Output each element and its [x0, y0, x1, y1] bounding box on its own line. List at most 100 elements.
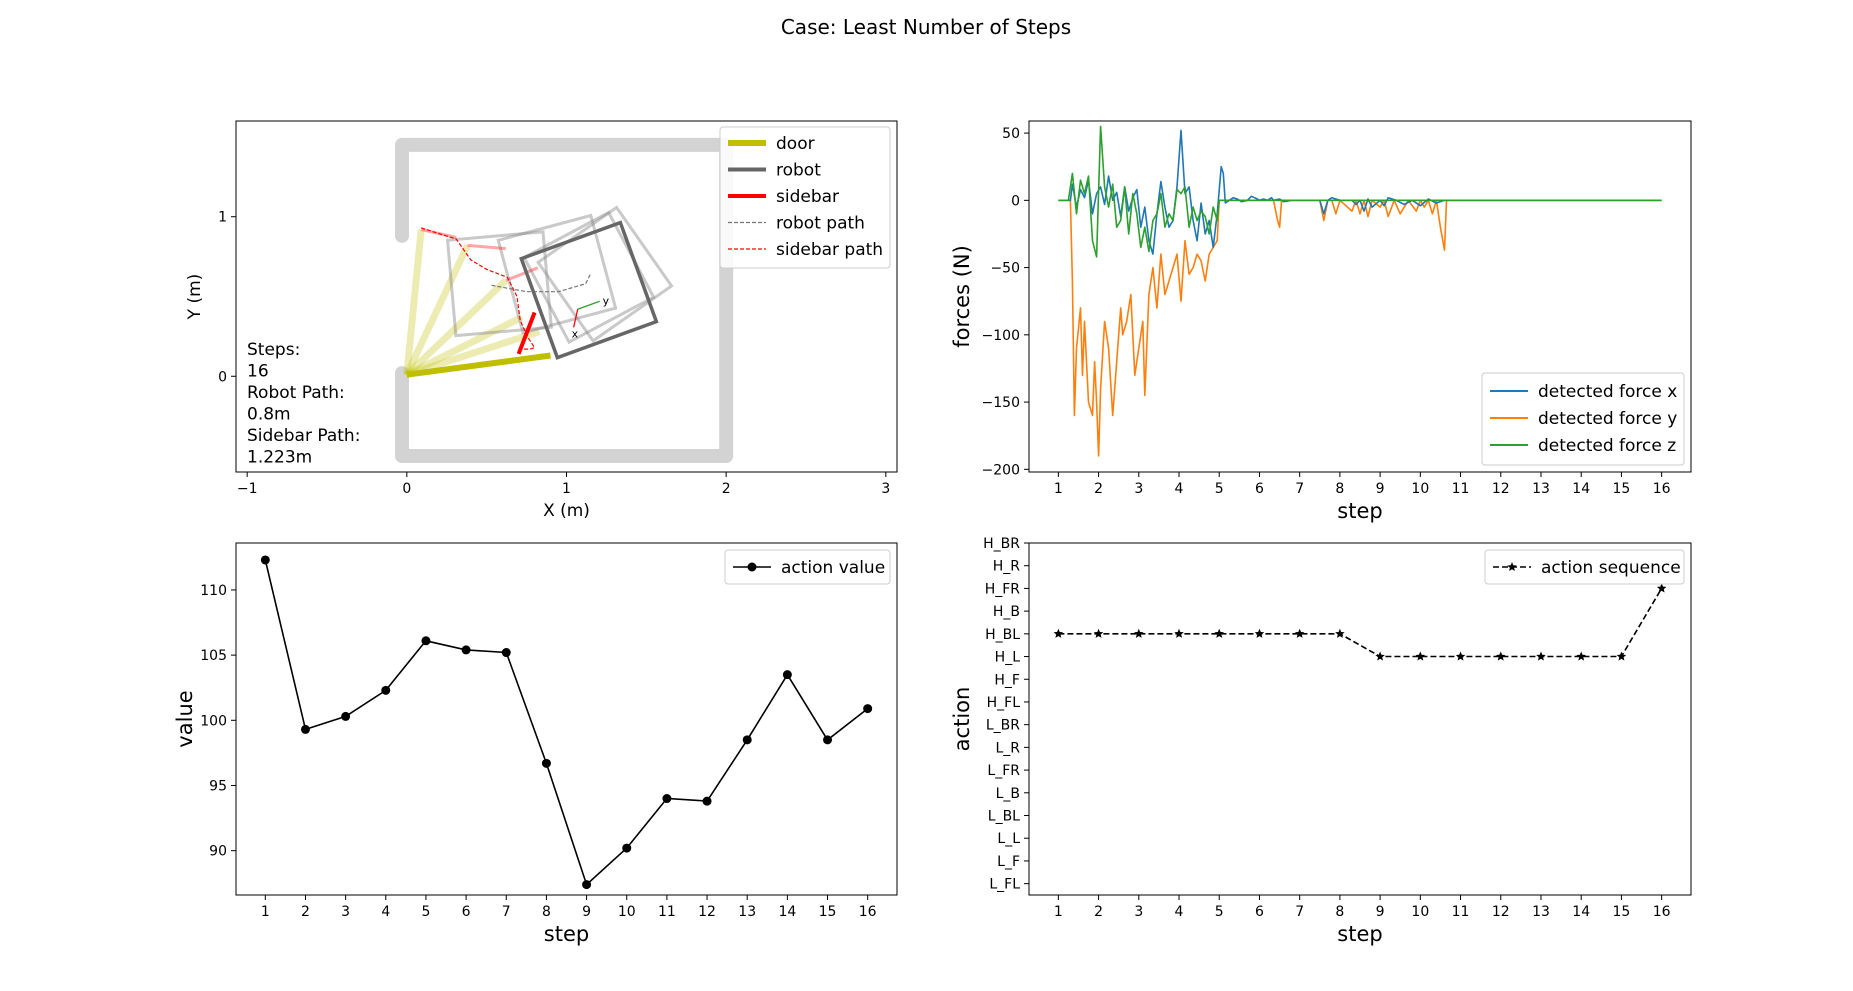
1-xtick-label: 1: [1054, 481, 1063, 497]
legend-marker: [747, 562, 757, 572]
1-xtick-label: 8: [1335, 481, 1344, 497]
action-sequence-point: [1656, 583, 1667, 593]
frame-y-axis: [577, 300, 600, 310]
1-xtick-label: 2: [1094, 481, 1103, 497]
action-value-point: [742, 735, 752, 745]
legend-label: detected force x: [1538, 382, 1677, 402]
legend-label: sidebar path: [776, 240, 883, 260]
trajectory-plot-area: xy: [395, 137, 734, 463]
action-value-point: [582, 880, 592, 890]
3-xtick-label: 13: [1532, 904, 1550, 920]
door-ghost: [405, 328, 541, 379]
robot-ghost: [445, 230, 553, 338]
action-value-ytick-label: 105: [200, 648, 227, 664]
2-xtick-label: 14: [778, 904, 796, 920]
2-xtick-label: 12: [698, 904, 716, 920]
action-value-point: [541, 758, 551, 768]
2-xtick-label: 6: [462, 904, 471, 920]
forces-ytick-label: −200: [982, 462, 1020, 478]
1-xtick-label: 12: [1492, 481, 1510, 497]
action-value-point: [300, 724, 310, 734]
action-sequence-ytick-label: H_B: [993, 604, 1020, 620]
2-xtick-label: 1: [261, 904, 270, 920]
2-xtick-label: 4: [381, 904, 390, 920]
1-xtick-label: 6: [1255, 481, 1264, 497]
legend-label: detected force z: [1538, 436, 1676, 456]
action-sequence-point: [1294, 628, 1305, 638]
trajectory-ylabel: Y (m): [185, 274, 205, 321]
action-value-ylabel: value: [173, 690, 197, 747]
2-xtick-label: 9: [582, 904, 591, 920]
action-value-frame: [235, 542, 898, 896]
2-xtick-label: 2: [301, 904, 310, 920]
action-value-point: [260, 555, 270, 565]
action-sequence-xlabel: step: [1337, 922, 1382, 946]
action-sequence-point: [1254, 628, 1265, 638]
sidebar-final: [516, 311, 537, 355]
action-sequence-point: [1134, 628, 1144, 638]
action-sequence-ytick-label: L_L: [997, 831, 1020, 847]
action-sequence-point: [1053, 628, 1064, 638]
figure-title: Case: Least Number of Steps: [781, 15, 1071, 39]
3-xtick-label: 3: [1134, 904, 1143, 920]
1-xtick-label: 9: [1376, 481, 1385, 497]
action-value-point: [622, 843, 632, 853]
3-xtick-label: 16: [1653, 904, 1671, 920]
sidebar-ghost: [505, 266, 539, 282]
door-ghost: [404, 277, 509, 378]
action-sequence-legend: [1484, 549, 1685, 585]
series-line-0: [1058, 129, 1662, 255]
forces-legend: [1481, 372, 1685, 466]
trajectory-xtick-label: 0: [402, 481, 411, 497]
3-xtick-label: 2: [1094, 904, 1103, 920]
annotation-line: Steps:: [247, 340, 300, 360]
action-value-line: [264, 559, 869, 887]
action-value-legend: [724, 549, 891, 585]
action-sequence-point: [1093, 628, 1104, 638]
action-value-point: [461, 645, 471, 655]
series-line-2: [1058, 125, 1662, 258]
3-xtick-label: 11: [1452, 904, 1470, 920]
3-xtick-label: 9: [1376, 904, 1385, 920]
action-value-point: [341, 711, 351, 721]
action-sequence-ytick-label: L_BR: [986, 718, 1020, 734]
trajectory-xtick-label: 3: [881, 481, 890, 497]
forces-panel: 1 2 3 4 5 6 7 8 9 10 11 12 13 14 15 16500−50−100−150−20…: [950, 120, 1692, 523]
action-value-panel: 1 2 3 4 5 6 7 8 9 10 11 12 13 14 15 161101051009590step…: [173, 542, 898, 946]
robot-ghost: [536, 205, 674, 343]
action-sequence-point: [1455, 651, 1466, 661]
3-xtick-label: 8: [1335, 904, 1344, 920]
legend-label: robot path: [776, 214, 865, 234]
forces-ylabel: forces (N): [950, 245, 974, 348]
action-sequence-ytick-label: H_F: [994, 672, 1020, 688]
trajectory-xtick-label: 2: [722, 481, 731, 497]
action-sequence-ytick-label: H_FR: [985, 581, 1021, 597]
action-value-ytick-label: 90: [209, 844, 227, 860]
legend-marker: [1507, 562, 1517, 571]
action-value-ytick-label: 110: [200, 583, 227, 599]
trajectory-xtick-label: −1: [237, 481, 258, 497]
action-value-xlabel: step: [544, 922, 589, 946]
action-sequence-ytick-label: H_BL: [985, 627, 1020, 643]
sidebar-path-line: [421, 227, 536, 350]
3-xtick-label: 15: [1613, 904, 1631, 920]
action-sequence-point: [1335, 628, 1345, 638]
1-xtick-label: 5: [1215, 481, 1224, 497]
trajectory-xlabel: X (m): [543, 501, 590, 521]
action-sequence-ytick-label: H_L: [995, 650, 1021, 666]
2-xtick-label: 11: [658, 904, 676, 920]
annotation-line: Sidebar Path:: [247, 426, 360, 446]
forces-frame: [1028, 120, 1692, 473]
1-xtick-label: 13: [1532, 481, 1550, 497]
1-xtick-label: 4: [1175, 481, 1184, 497]
robot-final: [519, 220, 659, 360]
forces-ytick-label: −100: [982, 328, 1020, 344]
action-sequence-ytick-label: L_FL: [989, 877, 1020, 893]
3-xtick-label: 14: [1572, 904, 1590, 920]
3-xtick-label: 10: [1411, 904, 1429, 920]
action-sequence-point: [1576, 651, 1586, 661]
action-value-ytick-label: 95: [209, 778, 227, 794]
door-ghost: [403, 229, 425, 376]
action-sequence-point: [1375, 651, 1385, 661]
